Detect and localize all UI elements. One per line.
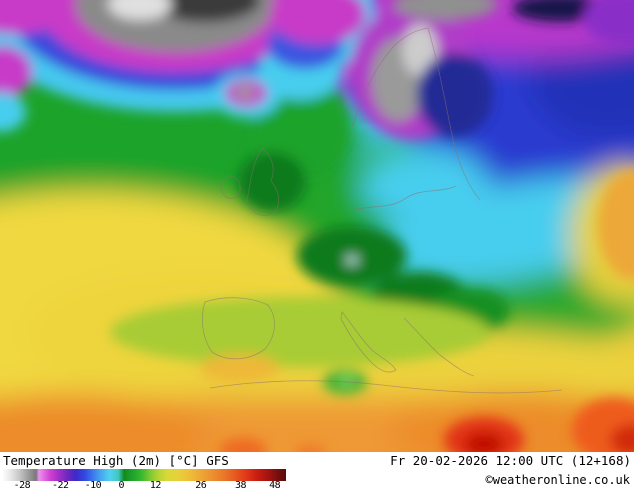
temperature-field-svg — [0, 0, 634, 452]
temperature-scale-bar — [2, 469, 286, 481]
scale-tick-label: 0 — [118, 480, 125, 490]
coastline-borders — [201, 27, 563, 394]
legend-bar: Temperature High (2m) [°C] GFS Fr 20-02-… — [0, 452, 634, 490]
temperature-scale-ticks: -28 -22 -10 0 12 26 38 48 — [2, 480, 286, 490]
copyright-link[interactable]: ©weatheronline.co.uk — [485, 473, 631, 487]
scale-tick-label: 26 — [195, 480, 207, 490]
scale-tick-label: -10 — [84, 480, 102, 490]
scale-tick-label: 38 — [235, 480, 247, 490]
temperature-map — [0, 0, 634, 452]
scale-tick-label: -22 — [51, 480, 69, 490]
map-title: Temperature High (2m) [°C] GFS — [3, 453, 229, 468]
scale-tick-label: -28 — [13, 480, 31, 490]
scale-tick-label: 12 — [149, 480, 162, 490]
scale-tick-label: 48 — [269, 480, 281, 490]
detail-feature-blobs — [0, 0, 634, 452]
forecast-datetime: Fr 20-02-2026 12:00 UTC (12+168) — [390, 453, 631, 468]
